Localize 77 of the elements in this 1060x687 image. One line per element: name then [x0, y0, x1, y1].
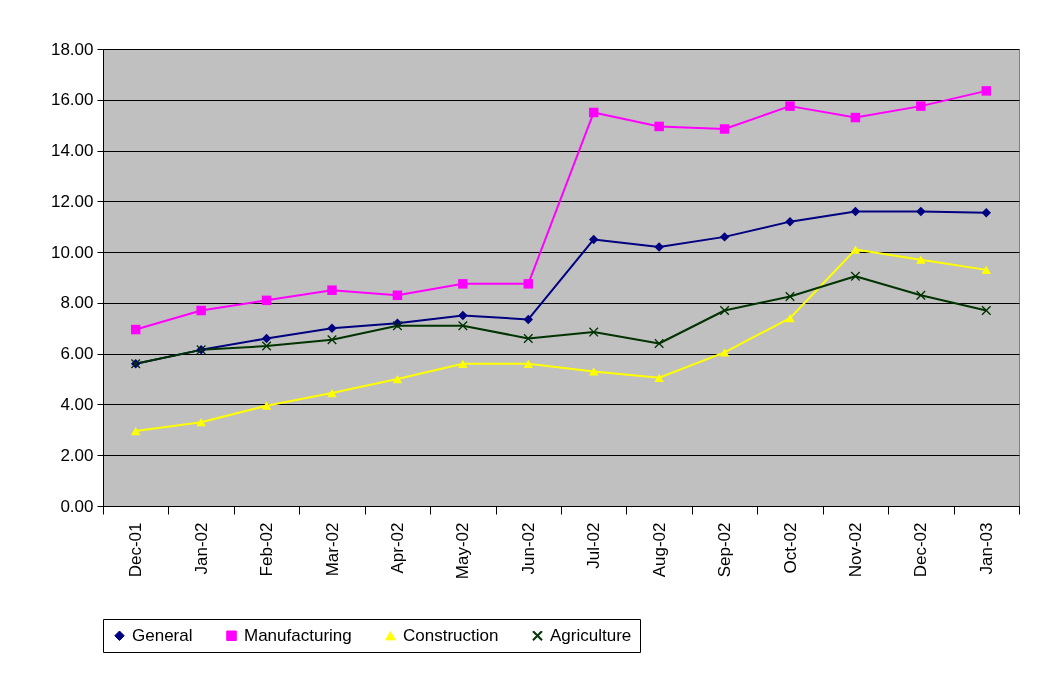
y-tick-label: 18.00 — [50, 39, 94, 59]
point — [916, 206, 926, 217]
x-tick-label: Sep-02 — [715, 522, 735, 578]
x-tick-label: Aug-02 — [649, 522, 669, 578]
point — [850, 206, 861, 217]
point — [719, 124, 730, 134]
y-tick-label: 6.00 — [60, 344, 94, 364]
x-tick-label: Jan-03 — [976, 522, 996, 575]
point — [327, 388, 337, 398]
point — [261, 341, 272, 351]
y-tick-label: 4.00 — [60, 394, 94, 414]
point — [130, 324, 141, 335]
point — [654, 373, 664, 382]
y-tick-label: 0.00 — [60, 496, 94, 516]
x-tick-label: Jul-02 — [584, 522, 604, 569]
point — [261, 333, 272, 344]
point — [458, 310, 468, 321]
point — [392, 290, 403, 301]
point — [981, 86, 992, 96]
point — [981, 265, 992, 274]
point — [981, 305, 992, 316]
point — [916, 101, 926, 111]
point — [588, 234, 599, 245]
point — [392, 374, 403, 384]
point — [327, 285, 337, 295]
point — [785, 314, 795, 323]
point — [458, 359, 468, 368]
x-tick-label: Jan-02 — [191, 522, 211, 575]
y-tick-label: 14.00 — [50, 141, 94, 161]
legend-label: Manufacturing — [244, 625, 352, 645]
point — [785, 101, 795, 111]
point — [130, 426, 141, 436]
point — [588, 367, 599, 376]
point — [654, 338, 664, 349]
point — [850, 271, 861, 281]
point — [523, 333, 534, 344]
point — [785, 291, 795, 302]
point — [327, 323, 337, 334]
y-tick-label: 10.00 — [50, 242, 94, 262]
point — [850, 112, 861, 123]
y-tick-label: 16.00 — [50, 90, 94, 110]
x-tick-label: May-02 — [453, 522, 473, 580]
point — [588, 327, 599, 337]
point — [523, 359, 534, 368]
x-tick-label: Dec-01 — [126, 522, 146, 578]
point — [916, 255, 926, 264]
y-tick-label: 8.00 — [60, 293, 94, 313]
legend-label: General — [132, 625, 193, 645]
x-tick-label: Jun-02 — [518, 522, 538, 575]
point — [719, 232, 730, 242]
x-tick-label: Mar-02 — [322, 522, 342, 577]
point — [327, 334, 337, 345]
x-tick-label: Apr-02 — [387, 522, 407, 574]
point — [719, 348, 730, 357]
point — [523, 314, 534, 325]
point — [196, 305, 206, 316]
point — [588, 107, 599, 118]
y-tick-label: 12.00 — [50, 191, 94, 211]
legend-label: Agriculture — [550, 625, 632, 645]
point — [458, 321, 468, 331]
x-tick-label: Feb-02 — [257, 522, 277, 577]
y-tick-label: 2.00 — [60, 445, 94, 465]
point — [261, 295, 272, 306]
point — [261, 401, 272, 410]
point — [523, 279, 534, 289]
legend-label: Construction — [403, 625, 499, 645]
x-tick-label: Nov-02 — [845, 522, 865, 578]
point — [458, 279, 468, 289]
point — [719, 305, 730, 316]
point — [981, 208, 992, 218]
point — [850, 245, 861, 254]
point — [654, 121, 664, 132]
point — [916, 290, 926, 301]
point — [785, 216, 795, 227]
x-tick-label: Dec-02 — [911, 522, 931, 578]
point — [196, 418, 206, 427]
x-tick-label: Oct-02 — [780, 522, 800, 574]
